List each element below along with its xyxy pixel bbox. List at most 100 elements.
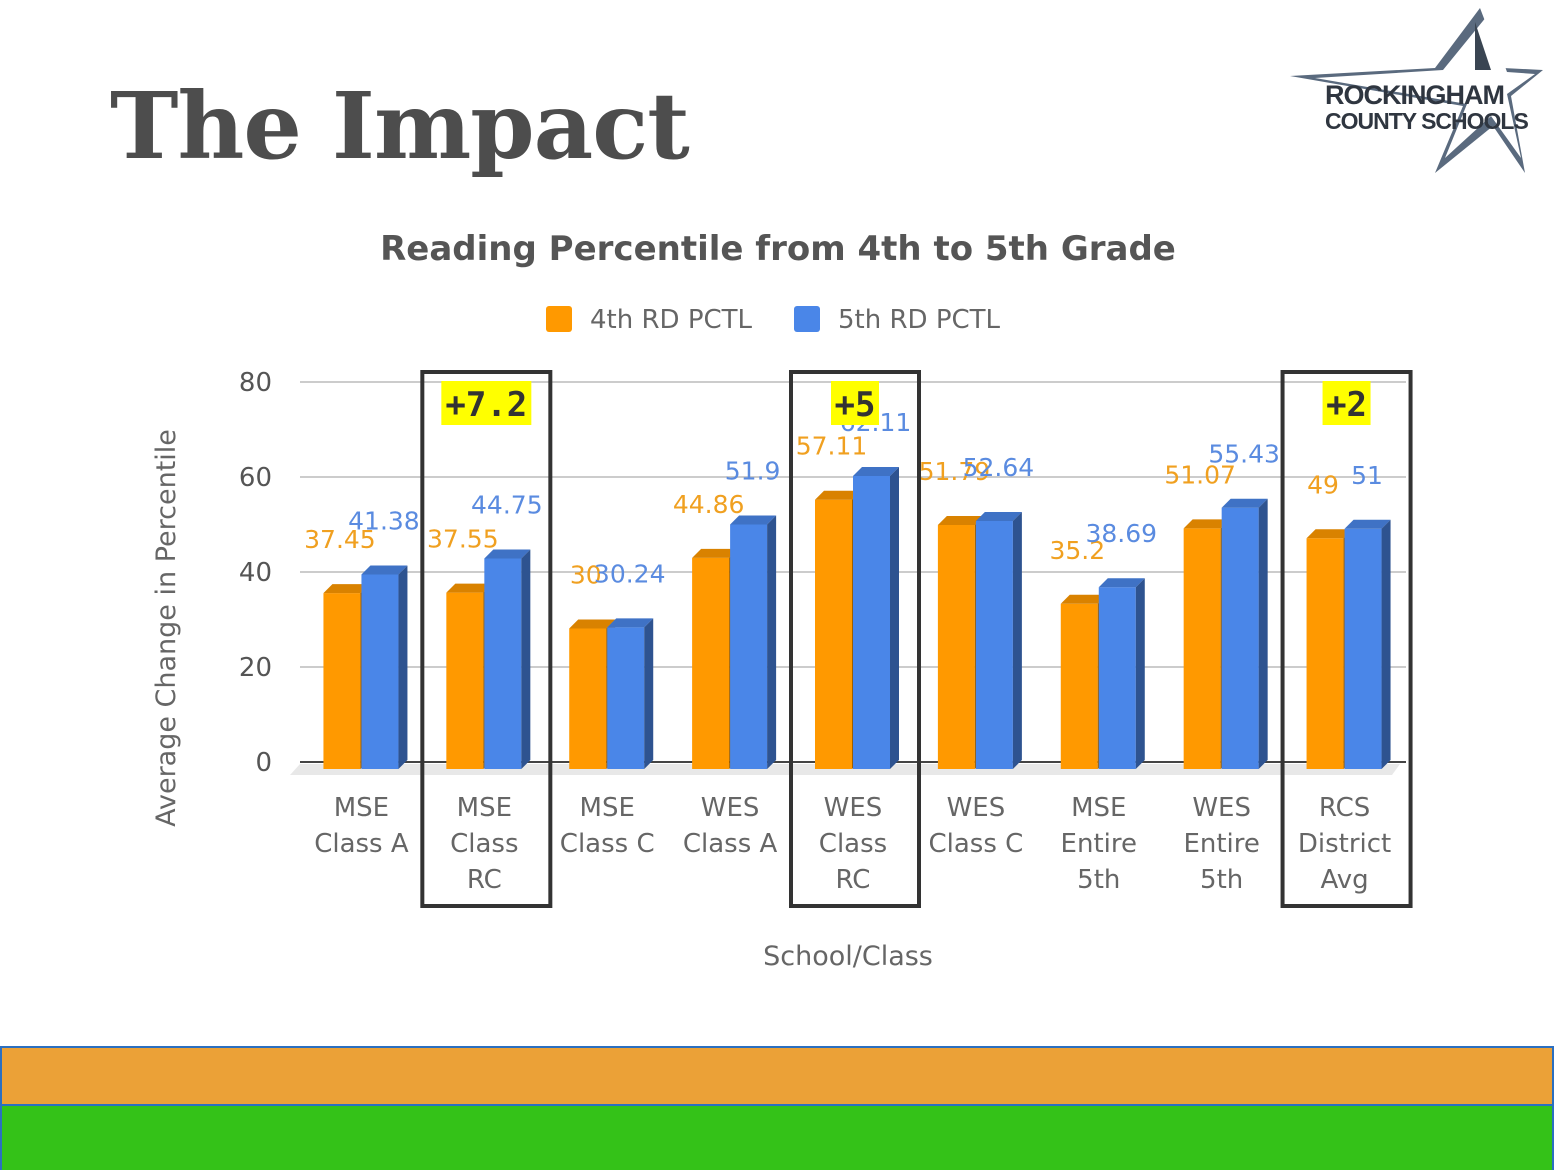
bar-5th-5 [853,466,899,769]
highlight-box-1 [420,370,553,908]
bar-5th-2 [484,549,531,769]
bar-front [569,628,607,769]
bar-top [692,548,739,558]
bar-front [323,593,361,769]
bar-front [1344,528,1382,769]
bar-top [361,565,408,575]
bar-side [1135,578,1145,769]
chart-bars [323,466,1391,769]
bar-5th-6 [975,511,1022,769]
bar-front [853,475,890,769]
highlight-boxes: +7.2 +5 +2 [420,370,1413,908]
bar-5th-7 [1098,578,1145,769]
bar-top [1344,519,1391,529]
y-axis-ticks: 0 20 40 60 80 [239,368,272,778]
bar-top [1060,594,1107,604]
bar-front [975,520,1013,769]
data-label-4th-2: 37.55 [427,525,499,554]
bar-top [815,490,861,500]
bar-side [521,549,531,769]
bar-side [767,515,777,769]
rockingham-logo: ROCKINGHAM COUNTY SCHOOLS [1285,8,1547,178]
bar-front [1183,528,1221,769]
bar-5th-8 [1221,498,1268,769]
x-tick-label-5: WES Class RC [819,793,887,895]
bar-front [1221,507,1259,769]
data-label-5th-4: 51.9 [725,456,781,485]
bar-top [323,584,370,594]
y-tick-label: 80 [239,368,272,398]
x-tick-label-7: MSE Entire 5th [1061,793,1137,895]
bar-top [730,515,777,525]
bar-front [937,524,975,769]
bar-top [1221,498,1268,508]
x-tick-label-4: WES Class A [683,793,778,859]
highlight-box-2 [789,370,921,908]
bar-side [1258,498,1268,769]
bar-top [1098,578,1145,588]
bar-side [398,565,408,769]
bar-top [975,511,1022,521]
highlight-box-3 [1280,370,1413,908]
bar-side [644,618,654,769]
y-tick-label: 0 [255,748,272,778]
bar-front [361,574,399,769]
footer-band-green [0,1104,1554,1170]
legend-label-1: 4th RD PCTL [590,305,753,335]
bar-5th-1 [361,565,408,769]
bar-front [692,557,730,769]
bar-front [446,592,484,769]
bar-side [1012,511,1022,769]
x-axis-ticks: MSE Class A MSE Class RC MSE Class C WES Class A… [314,793,1391,895]
bar-front [730,524,768,769]
x-tick-label-9: RCS District Avg [1298,793,1391,895]
data-label-5th-1: 41.38 [348,506,420,535]
y-tick-label: 60 [239,463,272,493]
bar-5th-4 [730,515,777,769]
bar-5th-3 [607,618,654,769]
bar-side [1381,519,1391,769]
data-label-4th-7: 35.2 [1049,536,1105,565]
data-label-5th-3: 30.24 [594,559,666,588]
x-tick-label-6: WES Class C [928,793,1023,859]
data-label-5th-7: 38.69 [1085,519,1157,548]
bar-front [1060,603,1098,769]
bar-top [1183,519,1230,529]
bar-front [484,558,522,769]
data-label-4th-4: 44.86 [673,490,745,519]
x-tick-label-2: MSE Class RC [450,793,518,895]
x-tick-label-8: WES Entire 5th [1183,793,1259,895]
data-label-5th-2: 44.75 [471,490,543,519]
annotation-highlight-1 [441,381,532,425]
legend-swatch-1 [546,306,572,332]
reading-percentile-chart: Reading Percentile from 4th to 5th Grade… [151,229,1413,972]
bar-top [937,515,984,525]
bar-front [607,627,645,769]
bar-top [446,583,493,593]
logo-text-line2: COUNTY SCHOOLS [1325,108,1529,134]
data-label-5th-8: 55.43 [1208,440,1280,469]
data-label-4th-9: 49 [1307,470,1339,499]
bar-top [1306,529,1353,539]
bar-front [1098,587,1136,769]
bar-top [853,466,899,476]
bar-top [569,619,616,629]
bar-side [890,466,899,769]
chart-title: Reading Percentile from 4th to 5th Grade [380,229,1176,269]
star-icon [1290,8,1543,173]
bar-top [607,618,654,628]
data-label-4th-6: 51.79 [919,457,991,486]
data-label-5th-9: 51 [1351,461,1383,490]
y-tick-label: 20 [239,653,272,683]
change-annotation-1: +7.2 [445,385,527,425]
bar-front [815,499,852,769]
slide-title: The Impact [110,72,690,180]
data-label-4th-3: 30 [570,561,602,590]
x-axis-label: School/Class [763,941,933,972]
change-annotation-2: +5 [835,385,876,425]
data-label-4th-5: 57.11 [796,432,868,461]
bar-top [484,549,531,559]
data-label-4th-1: 37.45 [304,525,376,554]
bar-5th-9 [1344,519,1391,769]
change-annotation-3: +2 [1326,385,1367,425]
